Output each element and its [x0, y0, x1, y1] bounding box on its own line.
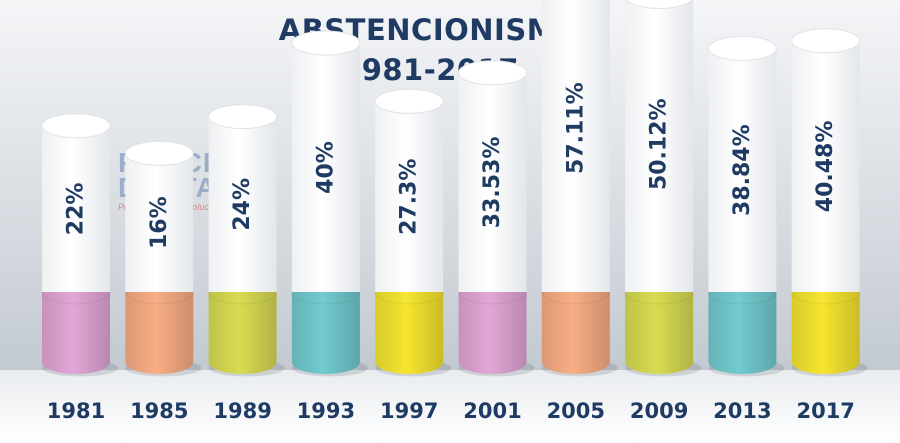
bar-top-1989 — [208, 104, 278, 130]
bar-base-1981 — [42, 292, 110, 374]
bar-top-1985 — [124, 140, 194, 166]
bar-band-edge-2017 — [791, 291, 861, 305]
bar-value-label-1997: 27.3% — [397, 159, 422, 235]
bar-band-edge-2001 — [458, 291, 527, 305]
bar-band-edge-1993 — [291, 291, 361, 305]
year-label-2017: 2017 — [796, 399, 854, 423]
bar-top-2013 — [707, 35, 777, 61]
bar-band-edge-1997 — [374, 291, 444, 305]
bar-top-2009 — [625, 0, 693, 9]
bar-body-2001 — [458, 72, 527, 293]
year-label-1997: 1997 — [380, 399, 438, 423]
bar-value-label-2017: 40.48% — [813, 121, 838, 213]
bar-value-label-2005: 57.11% — [563, 82, 588, 174]
bar-value-label-1981: 22% — [64, 183, 89, 236]
bar-band-edge-2013 — [707, 291, 777, 305]
bar-band-edge-2009 — [624, 291, 694, 305]
bar-base-2009 — [625, 292, 694, 374]
bar-base-1997 — [375, 292, 444, 374]
bar-base-2001 — [458, 292, 527, 374]
bar-body-1989 — [208, 116, 277, 292]
bar-body-1993 — [291, 43, 360, 292]
bar-band-edge-1981 — [41, 291, 111, 305]
bar-body-2017 — [791, 40, 860, 293]
year-label-2009: 2009 — [630, 399, 688, 423]
bar-value-label-2001: 33.53% — [480, 137, 505, 229]
year-label-2001: 2001 — [463, 399, 521, 423]
bar-body-2013 — [708, 48, 777, 292]
year-label-1985: 1985 — [130, 399, 188, 423]
bar-top-2001 — [458, 60, 527, 86]
bar-band-edge-1985 — [124, 291, 194, 305]
bar-value-label-1985: 16% — [147, 196, 172, 249]
bar-band-edge-1989 — [208, 291, 278, 305]
chart-floor — [0, 370, 900, 443]
bar-value-label-2009: 50.12% — [647, 98, 672, 190]
bar-value-label-1993: 40% — [313, 141, 338, 194]
bar-body-1997 — [375, 101, 444, 292]
year-label-2005: 2005 — [547, 399, 605, 423]
bar-top-1993 — [291, 30, 361, 56]
bar-value-label-1989: 24% — [230, 178, 255, 231]
year-label-2013: 2013 — [713, 399, 771, 423]
bar-top-1997 — [374, 88, 444, 114]
bar-base-2013 — [708, 292, 777, 374]
bar-base-1989 — [208, 292, 277, 374]
bar-base-1985 — [125, 292, 194, 374]
year-label-1981: 1981 — [47, 399, 105, 423]
bar-body-2005 — [541, 0, 610, 292]
bar-top-2017 — [791, 28, 861, 54]
bar-base-1993 — [291, 292, 360, 374]
bar-value-label-2013: 38.84% — [730, 124, 755, 216]
bar-base-2017 — [791, 292, 860, 374]
year-label-1989: 1989 — [213, 399, 271, 423]
bar-body-2009 — [625, 0, 694, 293]
bar-body-1981 — [42, 125, 110, 292]
bar-body-1985 — [125, 153, 194, 292]
year-label-1993: 1993 — [297, 399, 355, 423]
bar-top-1981 — [41, 113, 111, 139]
bar-base-2005 — [541, 292, 610, 374]
bar-band-edge-2005 — [541, 291, 611, 305]
